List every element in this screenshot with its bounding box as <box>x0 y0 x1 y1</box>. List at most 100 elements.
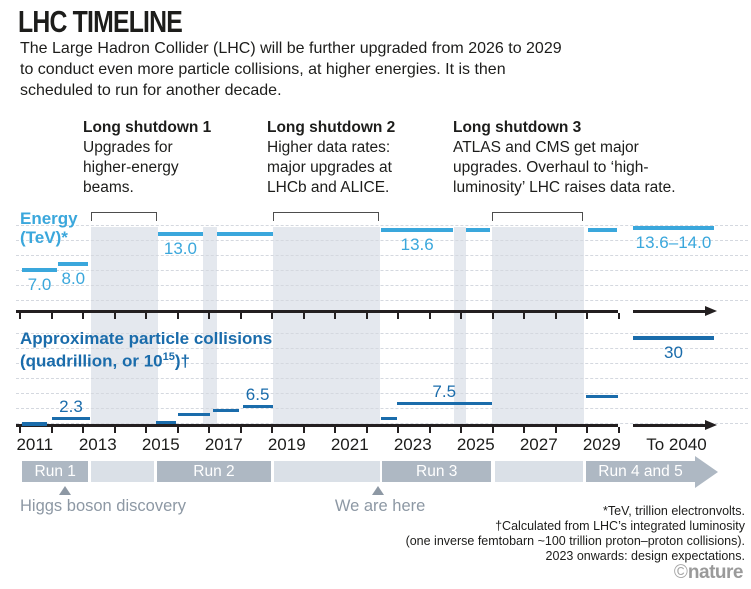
energy-axis-tick <box>19 313 21 319</box>
collision-segment <box>22 422 48 426</box>
collisions-axis-tick <box>208 427 210 433</box>
energy-axis-tick <box>208 313 210 319</box>
collisions-axis-label: Approximate particle collisions (quadril… <box>20 329 273 371</box>
footnotes: *TeV, trillion electronvolts. †Calculate… <box>405 504 745 563</box>
energy-value-label: 7.0 <box>27 275 52 294</box>
energy-segment <box>587 228 618 233</box>
collisions-axis-label-line1: Approximate particle collisions <box>20 329 273 348</box>
collision-segment <box>381 417 397 420</box>
collision-segment <box>52 417 90 420</box>
energy-axis-label: Energy (TeV)* <box>20 209 78 247</box>
shutdown-band <box>453 227 467 424</box>
shutdown-note-3: Long shutdown 3 ATLAS and CMS get major … <box>453 118 743 198</box>
gridline <box>16 270 748 271</box>
gridline <box>16 408 748 409</box>
energy-axis <box>16 310 618 313</box>
collisions-axis-tick <box>176 427 179 433</box>
collision-segment <box>156 421 177 424</box>
energy-axis-tick <box>428 313 431 319</box>
shutdown-band <box>91 227 158 424</box>
gridline <box>16 393 748 394</box>
energy-segment <box>217 232 273 236</box>
gridline <box>16 225 748 226</box>
gridline <box>16 255 748 256</box>
shutdown-note-1: Long shutdown 1 Upgrades for higher-ener… <box>83 118 253 198</box>
collisions-axis-tick <box>113 427 116 433</box>
energy-axis-tick <box>491 313 494 319</box>
year-label: 2017 <box>204 435 243 454</box>
collisions-axis-tick <box>302 427 305 433</box>
energy-value-label: 13.6 <box>400 235 434 255</box>
marker-label-we-are-here: We are here <box>334 497 426 515</box>
collision-value-label: 7.5 <box>432 382 457 401</box>
shutdown-note-1-title: Long shutdown 1 <box>83 119 212 136</box>
run-segment-gap <box>90 461 155 482</box>
collision-segment <box>242 405 273 408</box>
collisions-axis-arrow <box>633 424 706 427</box>
copyright-symbol: © <box>673 562 688 583</box>
energy-axis-tick <box>554 313 557 319</box>
run-label: Run 4 and 5 <box>598 463 683 480</box>
energy-axis-tick <box>176 313 179 319</box>
run-segment-run <box>22 461 89 482</box>
collisions-axis-tick <box>428 427 431 433</box>
energy-value-label: 13.6–14.0 <box>635 233 712 252</box>
energy-axis-tick <box>271 313 273 319</box>
year-label: 2015 <box>141 435 180 454</box>
year-label: 2021 <box>330 435 369 454</box>
run-segment-run <box>381 461 492 482</box>
shutdown-note-2-body: Higher data rates: major upgrades at LHC… <box>267 139 392 196</box>
collisions-axis-tick <box>334 427 336 433</box>
nature-credit: ©nature <box>673 562 744 584</box>
energy-segment <box>22 268 57 272</box>
collisions-axis-tick <box>82 427 84 433</box>
energy-segment <box>381 228 454 233</box>
year-label: 2025 <box>456 435 495 454</box>
collisions-axis-tick <box>586 427 588 433</box>
gridline <box>16 300 748 301</box>
energy-axis-arrowhead <box>705 306 717 316</box>
collisions-axis-tick <box>554 427 557 433</box>
collision-segment <box>633 336 714 340</box>
energy-axis-tick <box>239 313 242 319</box>
gridline <box>16 378 748 379</box>
collisions-axis-tick <box>271 427 273 433</box>
gridline <box>16 240 748 241</box>
page-title: LHC TIMELINE <box>18 4 183 39</box>
energy-axis-tick <box>50 313 53 319</box>
collision-value-label: 30 <box>664 343 683 362</box>
collision-segment <box>178 413 210 416</box>
energy-segment <box>633 226 714 230</box>
energy-segment <box>466 228 490 233</box>
year-label: 2011 <box>16 435 54 454</box>
year-label: 2027 <box>519 435 558 454</box>
run-arrowhead <box>695 455 718 488</box>
shutdown-band <box>491 227 585 424</box>
collision-value-label: 2.3 <box>59 397 83 416</box>
future-year-label: To 2040 <box>646 435 707 454</box>
marker-triangle <box>372 486 385 495</box>
year-label: 2019 <box>267 435 306 454</box>
energy-value-label: 8.0 <box>61 269 86 288</box>
intro-text: The Large Hadron Collider (LHC) will be … <box>20 40 562 99</box>
year-label: 2013 <box>78 435 117 454</box>
collision-segment <box>586 395 618 398</box>
collisions-axis-tick <box>460 427 462 433</box>
shutdown-bracket <box>91 212 157 221</box>
shutdown-note-2: Long shutdown 2 Higher data rates: major… <box>267 118 447 198</box>
shutdown-bracket <box>491 212 584 221</box>
marker-triangle <box>58 486 71 495</box>
energy-segment <box>58 262 89 266</box>
collisions-axis-tick <box>491 427 494 433</box>
gridline <box>16 348 748 349</box>
gridline <box>16 423 748 424</box>
energy-segment <box>157 232 204 236</box>
collision-segment <box>212 409 240 412</box>
collisions-axis-tick <box>145 427 147 433</box>
shutdown-note-3-body: ATLAS and CMS get major upgrades. Overha… <box>453 139 676 196</box>
run-label: Run 1 <box>34 463 76 480</box>
energy-axis-arrow <box>633 310 706 313</box>
energy-axis-tick <box>334 313 336 319</box>
